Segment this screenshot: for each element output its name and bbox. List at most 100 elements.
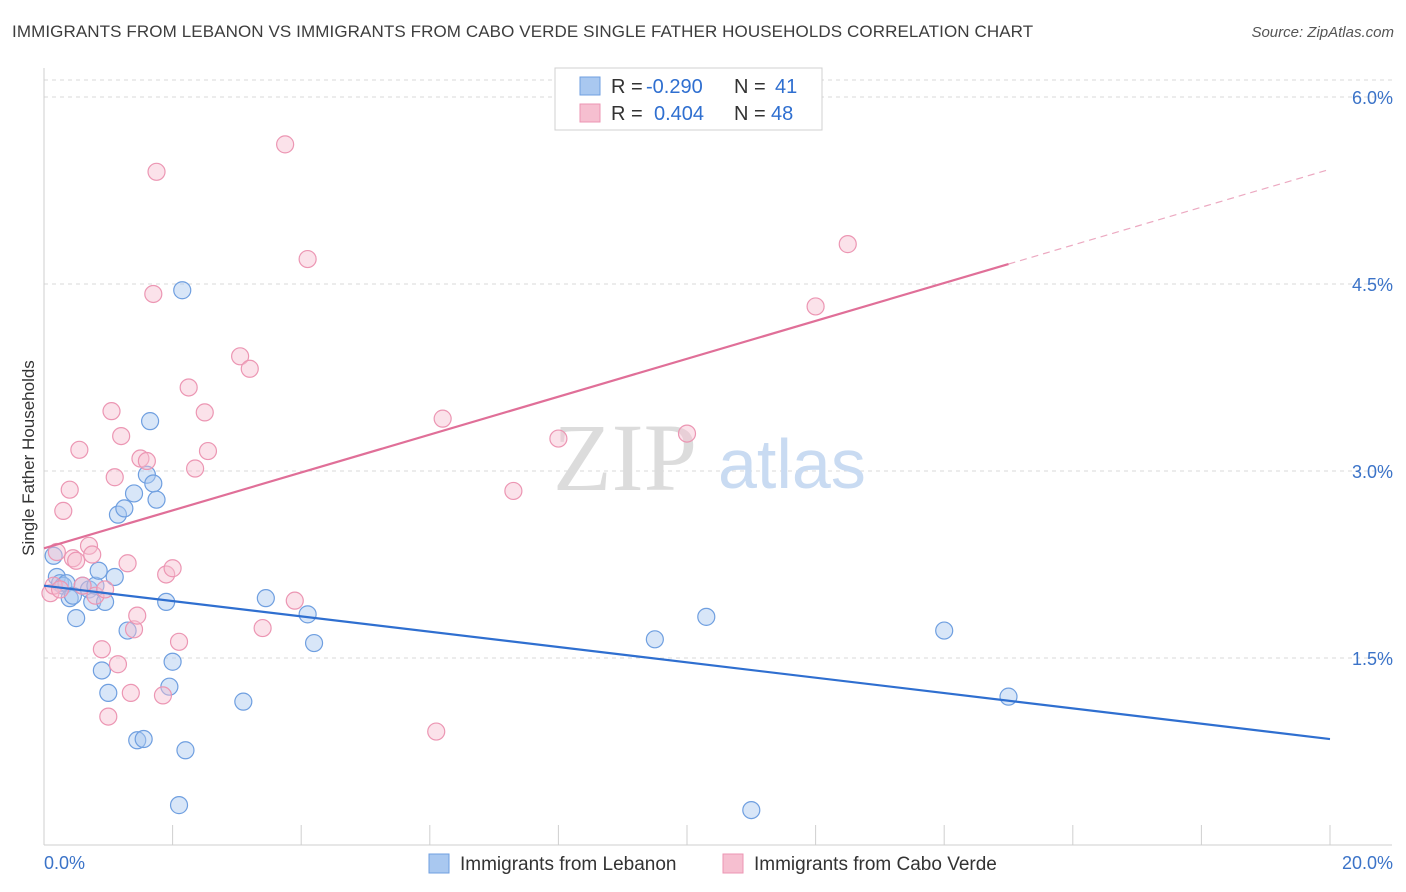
caboverde-point <box>60 480 79 499</box>
lebanon-point <box>147 490 166 509</box>
caboverde-point <box>102 402 121 421</box>
lebanon-point <box>304 633 324 653</box>
top-legend: R = -0.290 N = 41 R = 0.404 N = 48 <box>554 67 823 131</box>
lebanon-point <box>124 484 144 503</box>
y-tick-label: 1.5% <box>1352 649 1393 669</box>
caboverde-point <box>253 618 272 638</box>
lebanon-point <box>169 796 189 815</box>
caboverde-point <box>112 426 131 446</box>
bottom-legend: Immigrants from Lebanon Immigrants from … <box>428 853 997 875</box>
bottom-legend-swatch-lebanon <box>428 853 450 874</box>
lebanon-point <box>89 561 108 580</box>
lebanon-point <box>105 567 124 587</box>
legend-swatch-caboverde <box>579 103 601 123</box>
caboverde-point <box>153 686 173 705</box>
lebanon-point <box>140 412 160 431</box>
y-axis-title: Single Father Households <box>19 360 38 556</box>
watermark-atlas: atlas <box>718 425 866 503</box>
legend-n-value-lebanon: 41 <box>775 76 797 98</box>
caboverde-point <box>128 606 147 625</box>
axes <box>43 68 1392 846</box>
caboverde-point <box>108 655 128 674</box>
caboverde-point <box>163 559 182 578</box>
lebanon-point <box>99 683 118 703</box>
lebanon-point <box>234 692 253 711</box>
lebanon-point <box>176 741 195 760</box>
lebanon-point <box>697 607 716 626</box>
caboverde-point <box>240 359 259 378</box>
caboverde-point <box>677 424 697 443</box>
caboverde-point <box>298 249 317 269</box>
caboverde-point <box>67 551 86 570</box>
bottom-legend-label-lebanon: Immigrants from Lebanon <box>460 854 677 875</box>
caboverde-point <box>95 580 115 599</box>
y-tick-labels: 1.5% 3.0% 4.5% 6.0% <box>1352 88 1393 669</box>
lebanon-point <box>92 661 111 680</box>
legend-r-value-caboverde: 0.404 <box>654 103 704 125</box>
lebanon-point <box>935 621 954 640</box>
legend-r-label-lebanon: R = <box>611 76 643 98</box>
caboverde-point <box>137 451 156 471</box>
chart-title: IMMIGRANTS FROM LEBANON VS IMMIGRANTS FR… <box>12 22 1034 41</box>
caboverde-point <box>169 632 189 651</box>
caboverde-point <box>54 501 73 520</box>
caboverde-point <box>83 545 102 564</box>
caboverde-point <box>285 591 304 610</box>
legend-n-label-caboverde: N = <box>734 103 766 125</box>
watermark: ZIP atlas <box>553 404 866 511</box>
caboverde-point <box>198 441 218 461</box>
caboverde-point <box>63 549 83 568</box>
y-tick-label: 4.5% <box>1352 275 1393 295</box>
lebanon-point <box>742 800 761 820</box>
source-label: Source: ZipAtlas.com <box>1251 24 1394 41</box>
y-tick-label: 3.0% <box>1352 462 1393 482</box>
caboverde-point <box>504 481 523 501</box>
caboverde-point <box>144 284 163 304</box>
legend-r-value-lebanon: -0.290 <box>646 76 703 98</box>
legend-n-label-lebanon: N = <box>734 76 766 98</box>
caboverde-point <box>99 707 118 726</box>
caboverde-point <box>92 640 111 659</box>
caboverde-point <box>186 459 205 478</box>
watermark-zip: ZIP <box>553 404 697 511</box>
caboverde-point <box>433 409 452 428</box>
x-tick-label-max: 20.0% <box>1342 853 1393 873</box>
caboverde-point <box>195 403 214 422</box>
bottom-legend-label-caboverde: Immigrants from Cabo Verde <box>754 854 997 875</box>
caboverde-point <box>147 162 166 181</box>
legend-r-label-caboverde: R = <box>611 103 643 125</box>
lebanon-point <box>67 609 86 628</box>
caboverde-point <box>806 297 825 316</box>
caboverde-point <box>838 235 857 254</box>
series-lebanon-points <box>44 281 1018 820</box>
y-tick-label: 6.0% <box>1352 88 1393 108</box>
legend-swatch-lebanon <box>579 76 601 96</box>
series-caboverde-points <box>41 135 857 741</box>
lebanon-point <box>999 687 1018 706</box>
lebanon-point <box>645 630 664 649</box>
bottom-legend-swatch-caboverde <box>722 853 744 874</box>
lebanon-point <box>163 652 182 671</box>
caboverde-point <box>121 683 140 703</box>
caboverde-point <box>231 347 250 366</box>
trend-lines <box>43 168 1331 741</box>
lebanon-point <box>86 576 105 595</box>
caboverde-point <box>124 620 144 639</box>
caboverde-point <box>276 135 295 154</box>
caboverde-point <box>179 378 198 397</box>
lebanon-point <box>128 731 147 750</box>
legend-n-value-caboverde: 48 <box>771 103 793 125</box>
x-tick-label-min: 0.0% <box>44 853 85 873</box>
caboverde-trend-extension <box>1008 168 1331 265</box>
lebanon-point <box>298 605 317 624</box>
caboverde-point <box>427 722 446 741</box>
lebanon-point <box>115 499 134 518</box>
caboverde-point <box>118 554 137 573</box>
lebanon-point <box>118 621 137 640</box>
caboverde-point <box>105 468 124 487</box>
caboverde-trend-line <box>43 262 1009 550</box>
lebanon-point <box>134 729 153 749</box>
lebanon-point <box>144 474 163 493</box>
caboverde-point <box>50 580 70 599</box>
